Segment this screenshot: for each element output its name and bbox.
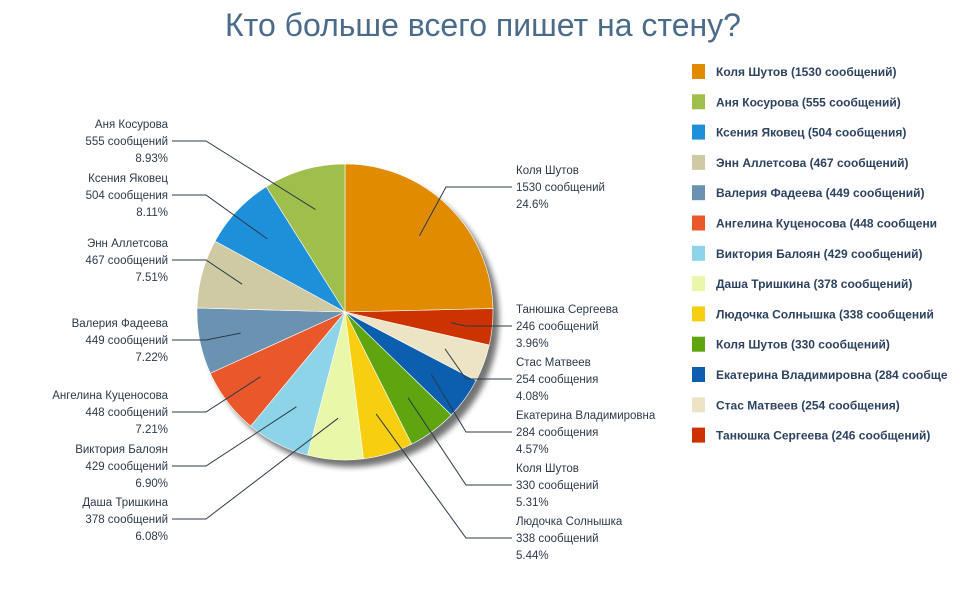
legend-entry: Виктория Балоян (429 сообщений): [716, 247, 923, 261]
slice-label-percent: 24.6%: [516, 199, 549, 211]
slice-label-value: 338 сообщений: [516, 533, 599, 545]
legend-swatch: [692, 336, 705, 352]
slice-label-percent: 7.21%: [135, 424, 168, 436]
legend-swatch: [692, 245, 705, 261]
label-leader-line: [172, 259, 243, 285]
slice-label-name: Валерия Фадеева: [72, 318, 169, 330]
slice-label-value: 555 сообщений: [85, 136, 168, 148]
slice-label-value: 1530 сообщений: [516, 182, 605, 194]
label-leader-line: [172, 406, 297, 467]
legend-entry: Ксения Яковец (504 сообщения): [716, 126, 906, 140]
slice-label-name: Виктория Балоян: [75, 444, 168, 456]
label-leader-line: [172, 332, 241, 341]
legend-swatch: [692, 367, 705, 382]
slice-label-percent: 5.31%: [516, 497, 549, 509]
slice-label-value: 284 сообщения: [516, 427, 598, 439]
legend-swatch: [692, 215, 705, 231]
legend-swatch: [692, 427, 705, 443]
slice-label-value: 378 сообщений: [85, 514, 168, 526]
legend-entry: Даша Тришкина (378 сообщений): [716, 277, 912, 291]
slice-label-percent: 6.08%: [135, 531, 168, 543]
slice-label-name: Коля Шутов: [516, 165, 579, 177]
pie-slice: [265, 163, 346, 314]
legend-entry: Коля Шутов (330 сообщений): [716, 338, 890, 352]
label-leader-line: [450, 322, 512, 327]
slice-label-name: Екатерина Владимировна: [516, 410, 656, 422]
label-leader-line: [419, 186, 512, 237]
slice-label-percent: 7.22%: [135, 352, 168, 364]
pie-slice: [344, 163, 494, 313]
slice-label-name: Людочка Солнышка: [516, 516, 623, 528]
slice-label-name: Танюшка Сергеева: [516, 304, 619, 316]
slice-label-name: Ангелина Куценосова: [52, 390, 168, 402]
slice-label-percent: 5.44%: [516, 550, 549, 562]
legend-entry: Танюшка Сергеева (246 сообщений): [716, 429, 930, 443]
label-leader-line: [172, 376, 261, 413]
legend-entry: Екатерина Владимировна (284 сообще: [716, 368, 948, 382]
legend-swatch: [692, 64, 705, 79]
legend-entry: Аня Косурова (555 сообщений): [716, 95, 901, 109]
label-leader-line: [172, 417, 339, 520]
legend: Коля Шутов (1530 сообщений) Аня Косурова …: [692, 64, 948, 443]
slice-label-name: Аня Косурова: [95, 119, 169, 131]
slice-label-percent: 4.57%: [516, 444, 549, 456]
legend-swatch: [692, 276, 705, 292]
slice-label-value: 429 сообщений: [85, 461, 168, 473]
slice-label-value: 467 сообщений: [85, 255, 168, 267]
slice-label-name: Ксения Яковец: [88, 173, 168, 185]
legend-entry: Стас Матвеев (254 сообщения): [716, 398, 900, 412]
chart-title: Кто больше всего пишет на стену?: [225, 7, 741, 43]
slice-label-percent: 3.96%: [516, 338, 549, 350]
leader-lines: [172, 140, 512, 539]
slice-label-value: 246 сообщений: [516, 321, 599, 333]
legend-entry: Ангелина Куценосова (448 сообщени: [716, 217, 937, 231]
label-leader-line: [172, 140, 316, 211]
slice-label-percent: 8.11%: [136, 207, 168, 219]
slice-labels: Коля Шутов 1530 сообщений 24.6% Танюшка Сер…: [52, 119, 656, 562]
slice-label-percent: 7.51%: [135, 272, 168, 284]
legend-entry: Энн Аллетсова (467 сообщений): [716, 156, 908, 170]
slice-label-percent: 8.93%: [135, 153, 168, 165]
slice-label-percent: 6.90%: [135, 478, 168, 490]
slice-label-value: 254 сообщения: [516, 374, 598, 386]
slice-label-name: Коля Шутов: [516, 463, 579, 475]
legend-swatch: [692, 306, 705, 322]
slice-label-name: Стас Матвеев: [516, 357, 591, 369]
legend-swatch: [692, 94, 705, 110]
legend-swatch: [692, 185, 705, 201]
slice-label-value: 504 сообщения: [86, 190, 168, 202]
label-leader-line: [172, 194, 268, 240]
legend-swatch: [692, 154, 705, 170]
slice-label-value: 448 сообщений: [85, 407, 168, 419]
slice-label-name: Даша Тришкина: [82, 497, 168, 509]
label-leader-line: [375, 413, 512, 539]
pie-slices: [196, 163, 494, 461]
legend-entry: Валерия Фадеева (449 сообщений): [716, 186, 925, 200]
label-leader-line: [407, 397, 512, 486]
legend-swatch: [692, 124, 705, 140]
slice-label-value: 449 сообщений: [85, 335, 168, 347]
slice-label-percent: 4.08%: [516, 391, 549, 403]
slice-label-name: Энн Аллетсова: [87, 238, 169, 250]
label-leader-line: [444, 348, 512, 380]
label-leader-line: [430, 374, 512, 433]
legend-entry: Коля Шутов (1530 сообщений): [716, 65, 897, 79]
legend-swatch: [692, 397, 705, 413]
slice-label-value: 330 сообщений: [516, 480, 599, 492]
legend-entry: Людочка Солнышка (338 сообщений: [716, 307, 934, 321]
